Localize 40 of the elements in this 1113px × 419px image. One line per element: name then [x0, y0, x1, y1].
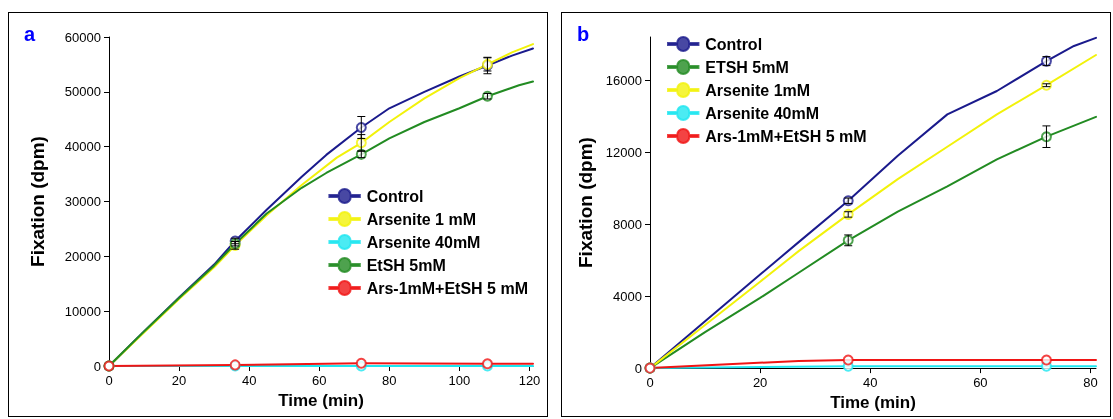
y-tick-label: 0 [634, 360, 642, 376]
legend-label: Control [366, 187, 424, 205]
y-tick-label: 12000 [605, 144, 642, 160]
y-tick-label: 20000 [64, 248, 101, 264]
x-tick-label: 0 [105, 373, 113, 388]
y-tick-label: 4000 [613, 288, 642, 304]
x-tick-label: 60 [312, 373, 327, 388]
legend-label: Control [705, 35, 763, 53]
x-tick-label: 100 [448, 373, 471, 388]
y-tick-label: 40000 [64, 139, 101, 155]
x-axis-title: Time (min) [278, 390, 364, 410]
legend-label: Arsenite 40mM [366, 233, 481, 251]
x-tick-label: 0 [646, 375, 654, 391]
y-tick-label: 30000 [64, 194, 101, 209]
y-tick-label: 0 [93, 358, 101, 374]
y-tick-label: 60000 [64, 29, 101, 45]
y-tick-label: 50000 [64, 84, 101, 100]
legend-label: Arsenite 40mM [705, 104, 820, 122]
x-tick-label: 40 [863, 375, 878, 391]
y-tick-label: 16000 [605, 72, 642, 88]
x-tick-label: 80 [382, 373, 397, 388]
x-tick-label: 80 [1083, 375, 1098, 391]
legend-label: Ars-1mM+EtSH 5 mM [705, 127, 867, 145]
legend-label: Arsenite 1mM [705, 81, 811, 99]
chart-title: b [577, 23, 590, 45]
legend-label: ETSH 5mM [705, 58, 789, 76]
x-tick-label: 120 [518, 373, 541, 388]
legend-label: EtSH 5mM [366, 256, 446, 274]
chart-title: a [24, 23, 36, 45]
x-tick-label: 20 [752, 375, 768, 391]
x-tick-label: 60 [973, 375, 988, 391]
x-tick-label: 20 [171, 373, 187, 388]
x-tick-label: 40 [241, 373, 257, 388]
y-tick-label: 10000 [64, 303, 101, 319]
x-axis-title: Time (min) [830, 393, 916, 412]
y-tick-label: 8000 [613, 216, 642, 232]
y-axis-title: Fixation (dpm) [574, 137, 596, 268]
y-axis-title: Fixation (dpm) [27, 136, 48, 267]
legend-label: Ars-1mM+EtSH 5 mM [366, 279, 528, 297]
legend-label: Arsenite 1 mM [366, 210, 476, 228]
